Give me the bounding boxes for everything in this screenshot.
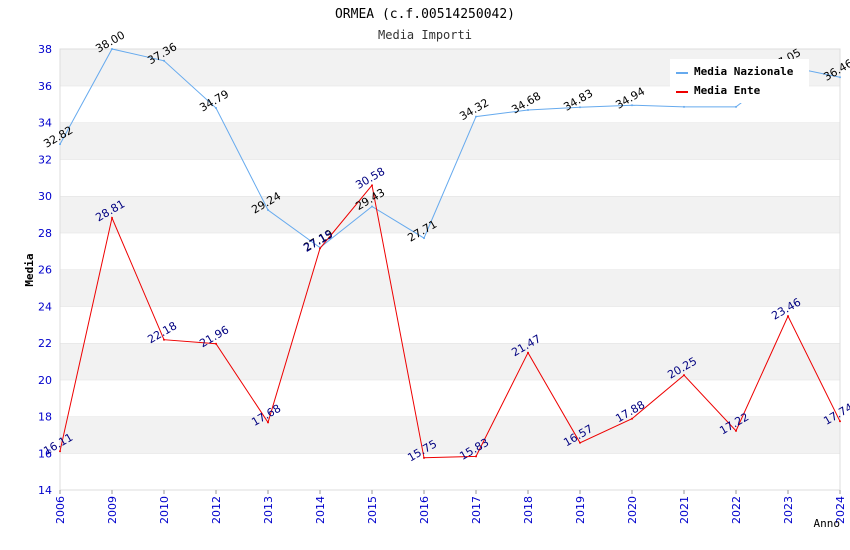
data-point-media-ente (59, 450, 61, 453)
data-point-media-ente (579, 441, 581, 444)
x-tick-label: 2016 (418, 496, 431, 524)
x-axis: 2006 2009 2010 2012 2013 2014 2015 2016 2017 2018… (54, 490, 847, 524)
data-point-media-ente (267, 421, 269, 424)
legend-label-media-ente: Media Ente (694, 84, 761, 97)
x-tick-label: 2022 (730, 496, 743, 524)
data-point-media-ente (839, 420, 841, 423)
plot-band (60, 122, 840, 160)
data-point-media-ente (527, 351, 529, 354)
legend-label-media-nazionale: Media Nazionale (694, 65, 794, 78)
data-point-media-nazionale (735, 105, 737, 108)
data-point-media-nazionale (371, 205, 373, 208)
x-tick-label: 2014 (314, 496, 327, 524)
x-tick-label: 2020 (626, 496, 639, 524)
plot-band (60, 269, 840, 307)
data-point-media-nazionale (267, 208, 269, 211)
data-point-media-ente (319, 247, 321, 250)
x-tick-label: 2018 (522, 496, 535, 524)
y-tick-label: 34 (38, 117, 52, 130)
data-point-media-nazionale (111, 48, 113, 50)
data-point-media-nazionale (631, 104, 633, 107)
y-tick-label: 20 (38, 374, 52, 387)
y-tick-label: 16 (38, 447, 52, 460)
data-point-media-ente (215, 342, 217, 345)
y-tick-label: 22 (38, 337, 52, 350)
y-tick-label: 18 (38, 411, 52, 424)
y-tick-label: 14 (38, 484, 52, 497)
x-tick-label: 2023 (782, 496, 795, 524)
x-tick-label: 2010 (158, 496, 171, 524)
data-point-media-nazionale (579, 106, 581, 109)
y-tick-label: 32 (38, 153, 52, 166)
x-tick-label: 2012 (210, 496, 223, 524)
plot-band (60, 343, 840, 380)
plot-band (60, 379, 840, 417)
y-tick-label: 30 (38, 190, 52, 203)
x-tick-label: 2015 (366, 496, 379, 524)
plot-band (60, 416, 840, 454)
x-tick-label: 2024 (834, 496, 847, 524)
x-axis-label: Anno (814, 517, 841, 530)
data-point-media-ente (787, 315, 789, 318)
data-point-media-nazionale (527, 109, 529, 112)
x-tick-label: 2017 (470, 496, 483, 524)
data-point-media-nazionale (423, 237, 425, 240)
plot-band (60, 306, 840, 343)
x-tick-label: 2021 (678, 496, 691, 524)
legend: Media Nazionale Media Ente (670, 59, 809, 103)
chart-title: ORMEA (c.f.00514250042) (335, 7, 515, 22)
data-point-media-ente (111, 216, 113, 219)
data-point-media-nazionale (163, 59, 165, 62)
x-tick-label: 2019 (574, 496, 587, 524)
plot-area (59, 48, 841, 491)
data-point-media-ente (423, 456, 425, 459)
series-line-media-nazionale (59, 48, 841, 249)
data-point-media-ente (475, 455, 477, 458)
y-axis-label: Media (23, 253, 36, 286)
plot-band (60, 453, 840, 490)
data-point-media-nazionale (839, 76, 841, 79)
y-tick-label: 36 (38, 80, 52, 93)
y-tick-label: 28 (38, 227, 52, 240)
x-tick-label: 2013 (262, 496, 275, 524)
data-point-media-ente (683, 374, 685, 377)
chart-subtitle: Media Importi (378, 28, 472, 42)
plot-band (60, 232, 840, 270)
data-point-media-nazionale (59, 143, 61, 146)
x-tick-label: 2006 (54, 496, 67, 524)
y-tick-label: 26 (38, 264, 52, 277)
data-point-media-ente (631, 417, 633, 420)
data-point-media-nazionale (475, 115, 477, 118)
y-tick-label: 38 (38, 43, 52, 56)
legend-box (670, 59, 809, 103)
plot-band (60, 196, 840, 233)
y-axis: 14 16 18 20 22 24 26 28 30 32 34 36 38 (38, 43, 52, 497)
series-layer (59, 48, 841, 459)
series-line-media-ente (59, 184, 841, 459)
data-point-media-nazionale (215, 106, 217, 109)
data-point-media-ente (163, 338, 165, 341)
data-point-media-ente (735, 429, 737, 432)
y-tick-label: 24 (38, 300, 52, 313)
data-point-media-nazionale (683, 105, 685, 108)
data-point-media-ente (371, 184, 373, 187)
x-tick-label: 2009 (106, 496, 119, 524)
